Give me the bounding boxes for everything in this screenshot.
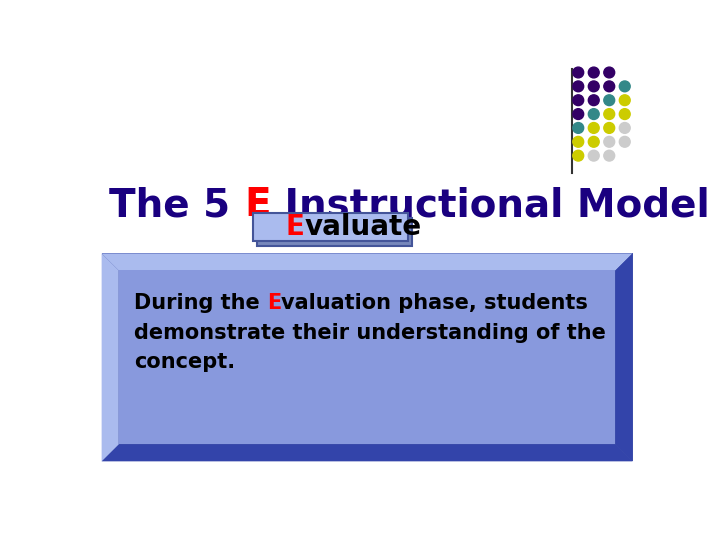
Circle shape	[619, 109, 630, 119]
Text: demonstrate their understanding of the: demonstrate their understanding of the	[134, 323, 606, 343]
Text: Instructional Model: Instructional Model	[271, 186, 709, 225]
Circle shape	[588, 150, 599, 161]
Circle shape	[604, 67, 615, 78]
Circle shape	[573, 150, 584, 161]
Circle shape	[604, 137, 615, 147]
Text: The 5: The 5	[109, 186, 244, 225]
Text: E: E	[285, 213, 304, 241]
Bar	[119, 271, 616, 444]
Circle shape	[588, 137, 599, 147]
Circle shape	[573, 95, 584, 106]
Circle shape	[619, 81, 630, 92]
FancyBboxPatch shape	[253, 213, 408, 241]
Circle shape	[573, 123, 584, 133]
FancyBboxPatch shape	[258, 218, 413, 246]
Circle shape	[604, 123, 615, 133]
Circle shape	[604, 95, 615, 106]
Text: E: E	[267, 294, 282, 314]
Text: valuation phase, students: valuation phase, students	[282, 294, 588, 314]
Circle shape	[604, 109, 615, 119]
Circle shape	[604, 81, 615, 92]
Circle shape	[573, 109, 584, 119]
Circle shape	[588, 95, 599, 106]
Circle shape	[619, 123, 630, 133]
Text: E: E	[244, 186, 271, 225]
Circle shape	[619, 95, 630, 106]
Text: During the: During the	[134, 294, 267, 314]
Circle shape	[604, 150, 615, 161]
Circle shape	[573, 67, 584, 78]
Circle shape	[588, 123, 599, 133]
Text: concept.: concept.	[134, 352, 235, 372]
Circle shape	[588, 81, 599, 92]
Bar	[102, 253, 632, 461]
Circle shape	[588, 109, 599, 119]
Polygon shape	[616, 253, 632, 461]
Polygon shape	[102, 253, 119, 461]
Circle shape	[573, 137, 584, 147]
Text: valuate: valuate	[304, 213, 421, 241]
Polygon shape	[102, 444, 632, 461]
Circle shape	[573, 81, 584, 92]
Polygon shape	[102, 253, 632, 271]
Circle shape	[588, 67, 599, 78]
Circle shape	[619, 137, 630, 147]
